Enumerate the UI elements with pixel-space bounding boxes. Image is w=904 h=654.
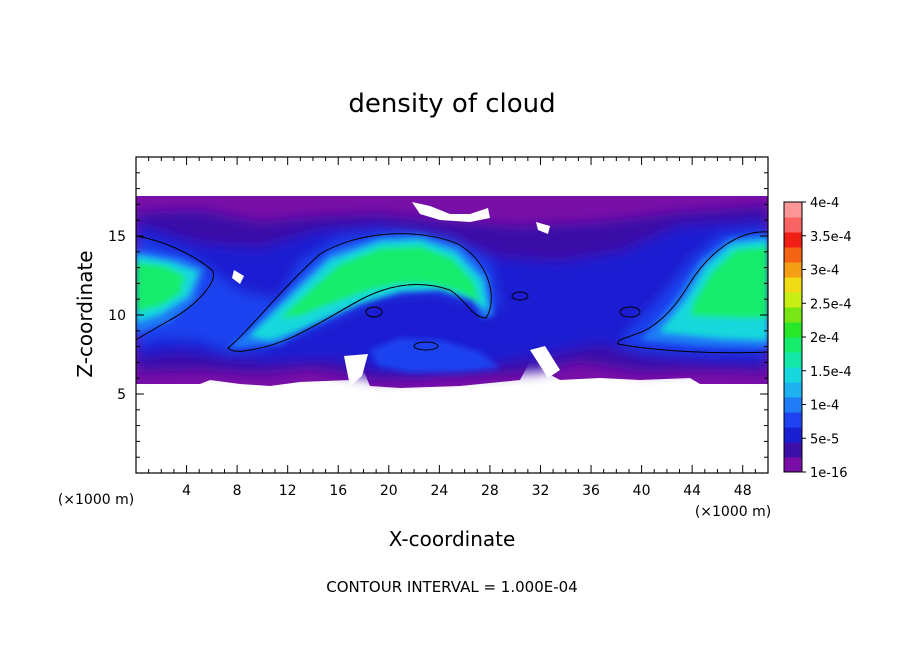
contour-loop-b <box>413 341 439 351</box>
x-unit-right: (×1000 m) <box>695 504 771 520</box>
chart-title: density of cloud <box>348 89 555 119</box>
x-tick-label: 32 <box>532 483 550 499</box>
colorbar-swatch <box>784 232 802 248</box>
colorbar-label: 4e-4 <box>810 196 839 211</box>
colorbar-label: 1e-4 <box>810 399 839 414</box>
x-tick-label: 44 <box>683 483 701 499</box>
x-tick-label: 12 <box>279 483 297 499</box>
x-tick-label: 40 <box>633 483 651 499</box>
colorbar-swatch <box>784 307 802 323</box>
x-tick-label: 36 <box>582 483 600 499</box>
colorbar-swatch <box>784 322 802 338</box>
colorbar-label: 2.5e-4 <box>810 297 852 312</box>
lower-cell <box>370 338 500 372</box>
clear-air-gaps <box>232 202 560 386</box>
contour-right <box>617 231 768 354</box>
colorbar-swatch <box>784 457 802 473</box>
colorbar-swatch <box>784 412 802 428</box>
colorbar-swatch <box>784 292 802 308</box>
colorbar-swatch <box>784 382 802 398</box>
colorbar-label: 5e-5 <box>810 432 839 447</box>
x-tick-label: 4 <box>182 483 191 499</box>
contour-loop-d <box>511 291 529 301</box>
y-axis-label: Z-coordinate <box>73 250 97 377</box>
colorbar-swatch <box>784 442 802 458</box>
contour-arch <box>227 233 492 352</box>
colorbar-swatch <box>784 352 802 368</box>
contour-loop-c <box>619 306 641 318</box>
colorbar-label: 1e-16 <box>810 466 848 481</box>
colorbar-label: 1.5e-4 <box>810 365 852 380</box>
arch-core <box>280 246 480 318</box>
y-tick-label: 5 <box>117 387 126 403</box>
colorbar-swatch <box>784 427 802 443</box>
x-tick-label: 20 <box>380 483 398 499</box>
colorbar-label: 3e-4 <box>810 264 839 279</box>
x-tick-label: 8 <box>233 483 242 499</box>
colorbar-swatch <box>784 367 802 383</box>
y-tick-label: 15 <box>108 229 126 245</box>
colorbar-swatch <box>784 397 802 413</box>
right-core <box>690 246 768 318</box>
x-tick-label: 48 <box>734 483 752 499</box>
y-tick-label: 10 <box>108 308 126 324</box>
colorbar-swatch <box>784 247 802 263</box>
contour-lines <box>136 231 768 354</box>
colorbar: 1e-16 5e-5 1e-4 1.5e-4 2e-4 2.5e-4 3e-4 3.5e-4 4… <box>783 196 852 481</box>
colorbar-label: 2e-4 <box>810 331 839 346</box>
contour-interval-footer: CONTOUR INTERVAL = 1.000E-04 <box>326 578 577 596</box>
axis-ticks <box>136 157 768 473</box>
left-core <box>136 262 185 312</box>
x-unit-left: (×1000 m) <box>58 492 134 508</box>
colorbar-swatch <box>784 277 802 293</box>
x-tick-label: 24 <box>430 483 448 499</box>
x-tick-label: 28 <box>481 483 499 499</box>
contour-loop-a <box>365 306 383 318</box>
density-field <box>136 196 768 388</box>
x-axis-label: X-coordinate <box>389 527 516 551</box>
colorbar-label: 3.5e-4 <box>810 230 852 245</box>
colorbar-swatch <box>784 202 802 218</box>
contour-left <box>136 235 215 341</box>
colorbar-swatch <box>784 337 802 353</box>
colorbar-swatch <box>784 217 802 233</box>
colorbar-swatch <box>784 262 802 278</box>
x-tick-label: 16 <box>329 483 347 499</box>
